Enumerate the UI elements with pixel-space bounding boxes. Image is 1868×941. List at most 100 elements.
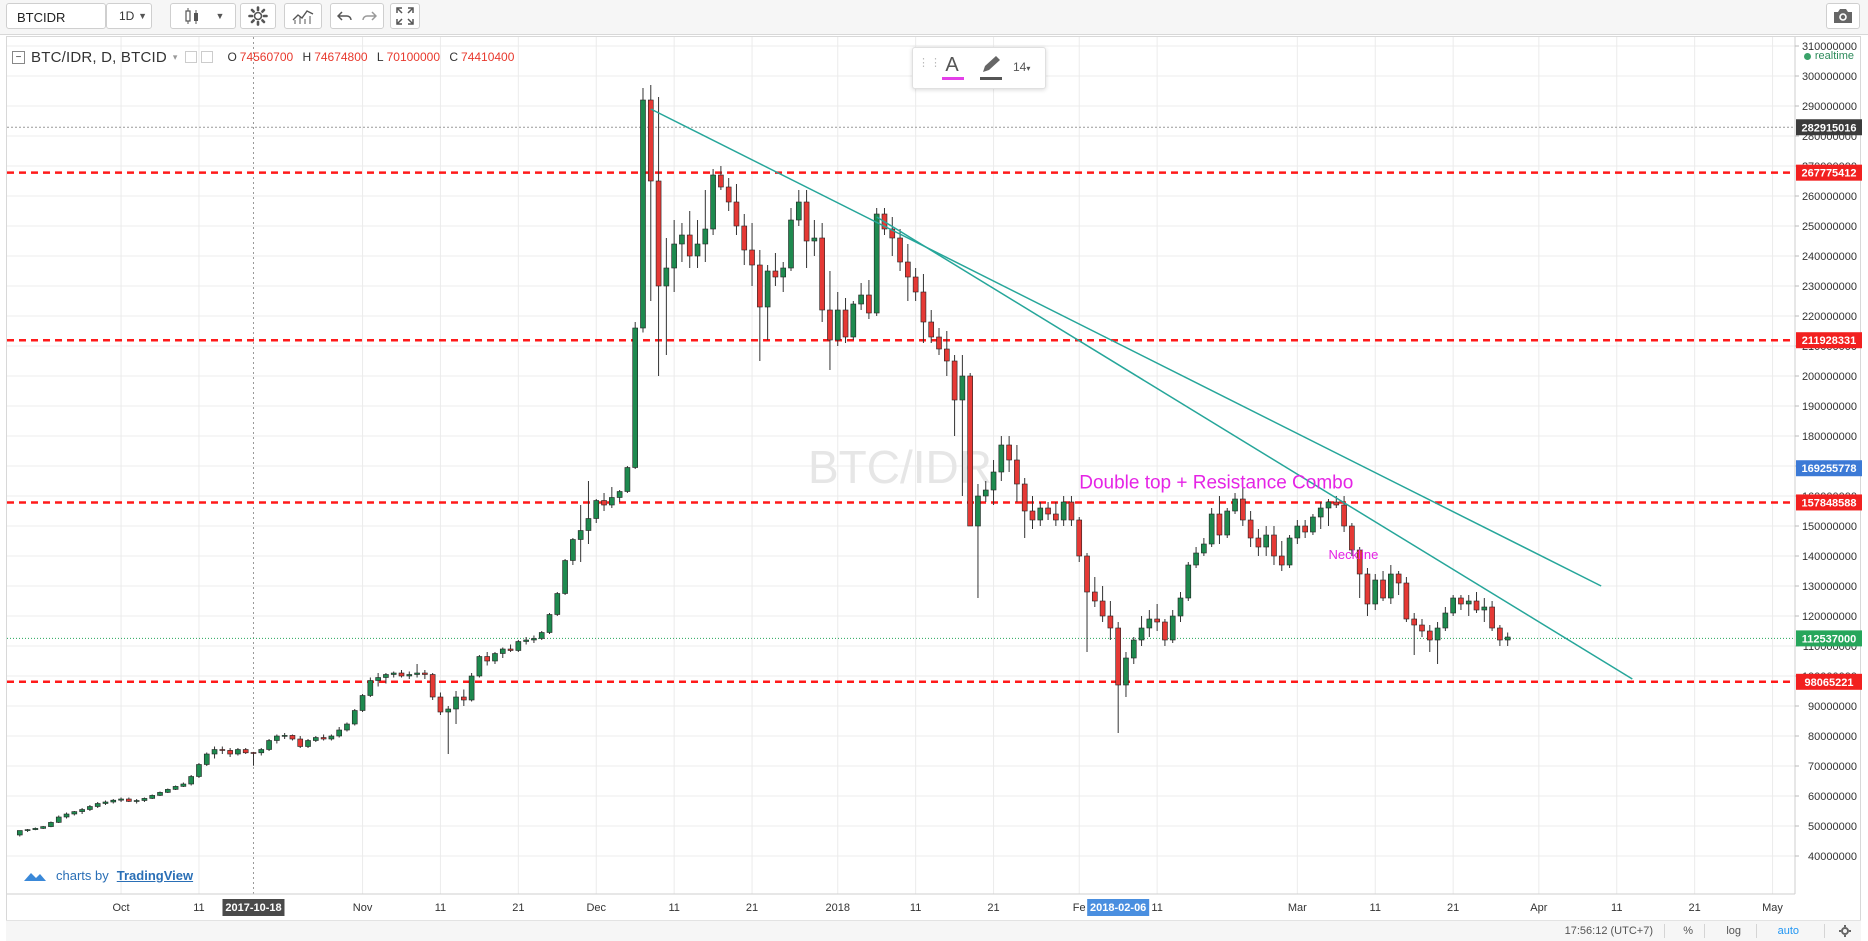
time-highlight-label: 2017-10-18 — [225, 902, 281, 914]
camera-icon — [1834, 9, 1852, 23]
candle-body — [531, 638, 537, 641]
candle-body — [476, 656, 483, 677]
candle-body — [718, 174, 724, 188]
candle-body — [1302, 525, 1308, 533]
candle-body — [546, 614, 553, 633]
candle-body — [1177, 597, 1184, 617]
chart-style-button[interactable]: ▼ — [170, 3, 236, 29]
candle-body — [889, 228, 896, 239]
candle-body — [1450, 597, 1456, 614]
price-tag-label: 112537000 — [1802, 633, 1856, 645]
undo-redo-group — [330, 3, 384, 29]
candle-body — [570, 539, 576, 561]
undo-button[interactable] — [333, 9, 357, 23]
annotation-text[interactable]: Neckline — [1329, 547, 1379, 562]
candle-body — [725, 186, 732, 203]
candle-body — [1497, 627, 1503, 641]
attribution-prefix: charts by — [56, 867, 109, 883]
time-tick-label: Oct — [112, 902, 129, 914]
indicators-button[interactable] — [284, 3, 322, 29]
candle-body — [694, 243, 701, 257]
candle-body — [1364, 573, 1371, 605]
candle-body — [1185, 564, 1192, 599]
price-tick-label: 290000000 — [1802, 101, 1857, 113]
annotation-text[interactable]: Double top + Resistance Combo — [1079, 473, 1353, 494]
collapse-legend-button[interactable]: − — [12, 50, 25, 64]
candle-body — [507, 648, 514, 651]
candle-body — [554, 593, 561, 615]
price-axis[interactable]: 40000000 50000000 60000000 70000000 80000000… — [1795, 41, 1862, 863]
candle-body — [764, 270, 771, 308]
price-tag — [1796, 630, 1862, 647]
attribution[interactable]: charts by TradingView — [22, 867, 193, 883]
candle-body — [990, 471, 997, 491]
candle-body — [593, 500, 600, 519]
symbol-input[interactable] — [15, 5, 107, 29]
candle-body — [1115, 627, 1121, 686]
candle-body — [538, 632, 545, 639]
candle-body — [616, 491, 623, 498]
time-axis[interactable]: Oct 11 Nov 11 21 Dec 11 21 2018 11 21 Fe 11 Mar 11 21 Ap… — [112, 899, 1783, 916]
percent-toggle[interactable]: % — [1683, 925, 1693, 937]
text-color-glyph: A — [945, 54, 959, 76]
candle-body — [975, 495, 981, 527]
candle-body — [912, 276, 919, 293]
font-size-value: 14 — [1013, 60, 1027, 74]
redo-button[interactable] — [357, 9, 381, 23]
candle-body — [811, 237, 818, 242]
candle-body — [873, 213, 880, 314]
snapshot-button[interactable] — [1826, 3, 1860, 29]
tradingview-link[interactable]: TradingView — [116, 867, 194, 883]
candle-body — [203, 753, 210, 765]
trendline[interactable] — [650, 108, 1602, 587]
text-color-button[interactable]: A — [937, 54, 967, 82]
candle-body — [1208, 513, 1215, 545]
candle-body — [1395, 573, 1402, 584]
candle-body — [1489, 606, 1495, 629]
time-tick-label: 11 — [1151, 902, 1162, 914]
chevron-down-icon: ▼ — [138, 11, 147, 21]
drag-handle-icon[interactable]: ⋮⋮ — [918, 57, 942, 69]
log-toggle[interactable]: log — [1726, 925, 1741, 937]
candle-body — [647, 99, 654, 182]
candle-body — [803, 201, 810, 242]
symbol-search-box[interactable] — [6, 3, 107, 29]
chevron-down-icon[interactable]: ▾ — [172, 51, 178, 62]
settings-button[interactable] — [240, 3, 276, 29]
time-tick-label: 11 — [1611, 902, 1622, 914]
price-tick-label: 140000000 — [1802, 551, 1857, 563]
candle-body — [63, 813, 70, 818]
chart-settings-button[interactable] — [1839, 925, 1851, 940]
time-tick-label: 21 — [1689, 902, 1701, 914]
candle-body — [1434, 627, 1441, 641]
candle-body — [601, 500, 607, 506]
visibility-icon[interactable] — [185, 51, 198, 63]
time-tick-label: Dec — [586, 902, 606, 914]
interval-select[interactable]: 1D ▼ — [106, 3, 152, 29]
axes: 40000000 50000000 60000000 70000000 80000000… — [7, 37, 1862, 916]
fullscreen-button[interactable] — [390, 3, 420, 29]
settings-small-icon[interactable] — [201, 51, 214, 63]
close-label: C — [449, 50, 459, 64]
redo-icon — [362, 11, 377, 21]
candles — [16, 85, 1511, 837]
candle-body — [733, 201, 740, 227]
symbol-title[interactable]: BTC/IDR, D, BTCID — [31, 48, 167, 66]
candle-body — [982, 489, 989, 497]
candle-body — [1263, 534, 1269, 548]
candle-body — [1481, 606, 1488, 611]
time-tick-label: 21 — [1447, 902, 1459, 914]
price-tag — [1796, 119, 1862, 136]
candle-body — [453, 696, 459, 710]
time-tick-label: 11 — [910, 902, 921, 914]
candle-body — [920, 291, 927, 323]
trendline[interactable] — [876, 216, 1633, 680]
candle-body — [866, 294, 872, 314]
candle-body — [110, 799, 117, 803]
auto-scale-toggle[interactable]: auto — [1777, 925, 1799, 937]
candle-body — [1130, 639, 1137, 659]
background-color-button[interactable] — [975, 54, 1005, 82]
chart-pane — [6, 36, 1861, 921]
font-size-select[interactable]: 14▾ — [1013, 60, 1030, 74]
